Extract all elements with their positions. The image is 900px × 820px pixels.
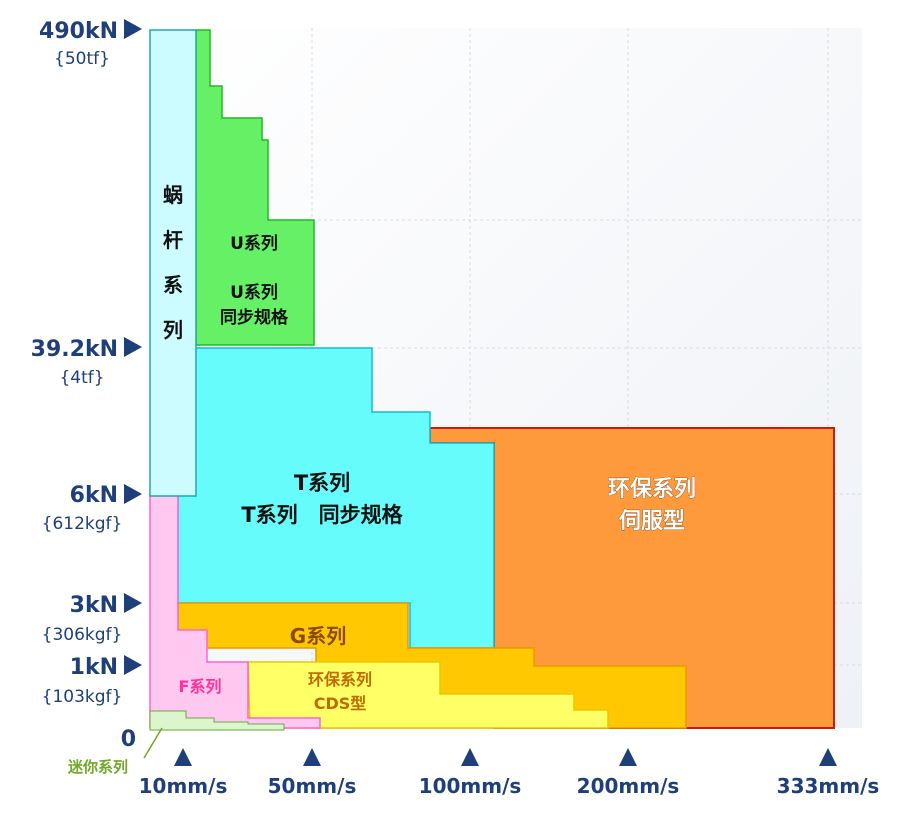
svg-text:列: 列 <box>163 318 183 342</box>
region-mini-series <box>149 710 285 731</box>
y-axis: 490kN {50tf} 39.2kN {4tf} 6kN {612kgf} 3… <box>31 19 142 752</box>
region-u-series <box>195 29 315 346</box>
y-tick-label: 1kN <box>70 655 118 680</box>
y-tick-label: 0 <box>121 727 136 752</box>
x-tick-label: 200mm/s <box>577 774 680 798</box>
y-tick-label: 490kN <box>39 19 118 44</box>
y-tick-label: 6kN <box>70 483 118 508</box>
y-tick-sub: {50tf} <box>54 49 110 69</box>
y-tick-label: 39.2kN <box>31 337 118 362</box>
eco-servo-label-line2: 伺服型 <box>618 508 685 534</box>
region-worm-series <box>149 29 197 497</box>
eco-servo-label-line1: 环保系列 <box>608 477 696 502</box>
svg-text:系: 系 <box>163 273 183 297</box>
y-tick-arrow-icon <box>124 337 142 357</box>
u-series-label: U系列 <box>230 233 278 254</box>
x-tick-arrow-icon <box>303 748 321 766</box>
y-tick-arrow-icon <box>124 19 142 39</box>
y-tick-arrow-icon <box>124 655 142 675</box>
u-sync-label-line1: U系列 <box>230 282 278 303</box>
eco-cds-label-line2: CDS型 <box>314 694 367 713</box>
y-tick-arrow-icon <box>124 593 142 613</box>
g-series-label: G系列 <box>290 624 346 648</box>
svg-text:杆: 杆 <box>163 228 183 252</box>
worm-series-label: 蜗 杆 系 列 <box>163 183 183 342</box>
x-tick-label: 333mm/s <box>777 774 880 798</box>
mini-series-label: 迷你系列 <box>67 758 128 776</box>
region-eco-cds <box>247 661 609 729</box>
t-sync-label: T系列 同步规格 <box>241 503 403 527</box>
y-tick-sub: {4tf} <box>59 368 104 388</box>
y-tick-sub: {612kgf} <box>42 514 123 534</box>
x-tick-arrow-icon <box>174 748 192 766</box>
x-tick-label: 100mm/s <box>419 774 522 798</box>
t-series-label: T系列 <box>294 471 350 495</box>
x-axis: 10mm/s 50mm/s 100mm/s 200mm/s 333mm/s <box>139 748 880 798</box>
eco-cds-label-line1: 环保系列 <box>308 670 372 689</box>
y-tick-arrow-icon <box>124 484 142 504</box>
y-tick-sub: {306kgf} <box>42 625 123 645</box>
svg-text:蜗: 蜗 <box>163 183 183 207</box>
x-tick-label: 10mm/s <box>139 774 228 798</box>
f-series-label: F系列 <box>179 677 222 696</box>
y-tick-sub: {103kgf} <box>42 687 123 707</box>
u-sync-label-line2: 同步规格 <box>220 307 289 328</box>
mini-series-pointer <box>143 727 163 759</box>
x-tick-arrow-icon <box>819 748 837 766</box>
x-tick-label: 50mm/s <box>268 774 357 798</box>
x-tick-arrow-icon <box>461 748 479 766</box>
x-tick-arrow-icon <box>619 748 637 766</box>
y-tick-label: 3kN <box>70 593 118 618</box>
